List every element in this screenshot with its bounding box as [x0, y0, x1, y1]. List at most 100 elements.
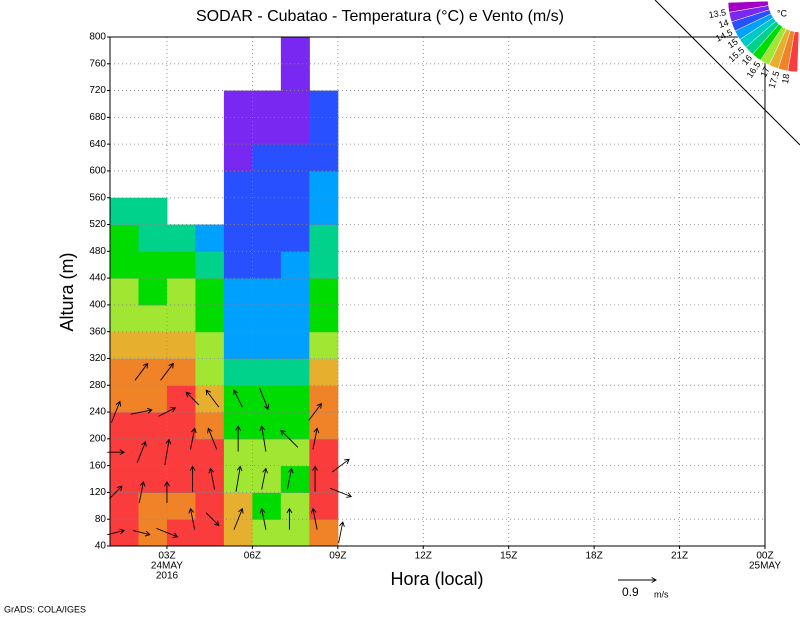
wind-arrow [158, 407, 177, 417]
wind-arrow [136, 440, 147, 463]
contour-cell [110, 197, 139, 226]
wind-arrow [259, 425, 267, 452]
contour-cell [223, 170, 253, 199]
contour-cell [252, 251, 282, 279]
contour-cell [252, 492, 282, 520]
contour-cell [138, 465, 168, 493]
y-tick-label: 560 [89, 192, 106, 203]
contour-cell [252, 412, 282, 440]
contour-cell [223, 117, 253, 145]
contour-cell [195, 278, 225, 306]
y-tick-label: 200 [89, 433, 106, 444]
contour-cell [223, 304, 253, 333]
contour-cell [252, 197, 282, 226]
contour-cell [252, 304, 282, 333]
wind-arrow [160, 362, 174, 381]
contour-cell [309, 144, 339, 172]
wind-arrow [261, 467, 268, 490]
wind-arrow [235, 465, 243, 492]
contour-cell [223, 358, 253, 386]
contour-cell [195, 492, 225, 520]
colorbar-label: 13.5 [708, 7, 727, 20]
contour-cell [252, 144, 282, 172]
contour-cell [280, 117, 310, 145]
y-tick-label: 760 [89, 58, 106, 69]
wind-arrow [190, 427, 197, 450]
contour-cell [223, 492, 253, 520]
contour-cell [166, 278, 196, 306]
x-date-label: 25MAY [749, 561, 781, 572]
contour-cell [309, 170, 339, 199]
wind-arrow [312, 427, 320, 450]
chart-title: SODAR - Cubatao - Temperatura (°C) e Ven… [196, 8, 564, 25]
x-tick-label: 06Z [244, 551, 261, 562]
contour-cell [138, 412, 168, 440]
contour-cell [195, 358, 225, 386]
contour-cell [280, 144, 310, 172]
contour-cell [309, 278, 339, 306]
contour-cell [280, 224, 310, 252]
credit: GrADS: COLA/IGES [4, 604, 86, 614]
contour-cell [252, 117, 282, 145]
wind-arrow [164, 438, 172, 465]
contour-cell [138, 358, 168, 386]
contour-cell [280, 385, 310, 413]
contour-cell [138, 224, 168, 252]
contour-cell [223, 278, 253, 306]
contour-cell [252, 519, 282, 547]
x-tick-label: 15Z [500, 551, 517, 562]
wind-arrow [308, 402, 322, 421]
wind-arrow [310, 507, 318, 530]
wind-arrow [134, 362, 149, 381]
y-tick-label: 120 [89, 487, 106, 498]
y-tick-label: 80 [95, 514, 107, 525]
colorbar-divider [654, 0, 800, 146]
wind-arrow [111, 400, 122, 423]
colorbar-label: 14 [717, 17, 730, 30]
contour-cell [138, 278, 168, 306]
y-tick-label: 720 [89, 85, 106, 96]
contour-cell [195, 385, 225, 413]
wind-arrow [331, 458, 350, 473]
plot-frame [109, 36, 766, 547]
contour-cell [138, 385, 168, 413]
wind-arrow [280, 429, 299, 448]
contour-cell [138, 304, 168, 333]
contour-cell [280, 465, 310, 493]
colorbar-label: 15 [726, 36, 740, 50]
contour-cell [195, 519, 225, 547]
wind-arrow [189, 465, 196, 492]
contour-cell [138, 197, 168, 226]
contour-cell [195, 412, 225, 440]
colorbar-label: 18 [780, 73, 792, 85]
contour-cell [309, 304, 339, 333]
wind-arrow [233, 389, 243, 408]
x-tick-label: 00Z [756, 551, 773, 562]
wind-arrow [205, 389, 220, 408]
contour-cell [166, 331, 196, 359]
wind-arrow [207, 427, 218, 450]
contour-cell [110, 358, 139, 386]
contour-cell [252, 331, 282, 359]
contour-cell [195, 331, 225, 359]
y-tick-label: 160 [89, 460, 106, 471]
contour-cell [280, 304, 310, 333]
wind-layer [107, 362, 353, 544]
wind-arrow [208, 467, 216, 490]
grid-layer [107, 36, 766, 549]
contour-cell [110, 224, 139, 252]
wind-arrow [259, 387, 270, 411]
contour-cell [280, 170, 310, 199]
contour-cell [309, 412, 339, 440]
contour-cell [166, 438, 196, 467]
x-tick-label: 18Z [586, 551, 603, 562]
contour-cell [223, 144, 253, 172]
wind-arrow [188, 507, 196, 530]
x-date-label: 2016 [156, 571, 179, 582]
contour-cell [110, 465, 139, 493]
contour-cell [166, 304, 196, 333]
reference-unit: m/s [654, 589, 669, 599]
wind-arrow [233, 507, 244, 530]
contour-cell [166, 412, 196, 440]
wind-arrow [338, 521, 345, 544]
